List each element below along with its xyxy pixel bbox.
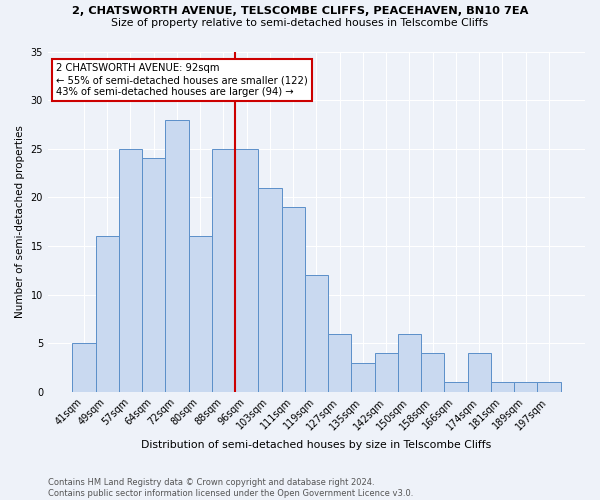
Bar	[328, 334, 352, 392]
Bar	[305, 275, 328, 392]
Bar	[188, 236, 212, 392]
Bar	[445, 382, 467, 392]
Bar	[73, 344, 95, 392]
Bar	[514, 382, 538, 392]
Bar	[352, 362, 374, 392]
Bar	[467, 353, 491, 392]
Bar	[398, 334, 421, 392]
Bar	[259, 188, 281, 392]
Text: Contains HM Land Registry data © Crown copyright and database right 2024.
Contai: Contains HM Land Registry data © Crown c…	[48, 478, 413, 498]
Bar	[235, 149, 259, 392]
X-axis label: Distribution of semi-detached houses by size in Telscombe Cliffs: Distribution of semi-detached houses by …	[142, 440, 491, 450]
Bar	[538, 382, 560, 392]
Bar	[142, 158, 166, 392]
Bar	[491, 382, 514, 392]
Bar	[95, 236, 119, 392]
Bar	[281, 207, 305, 392]
Bar	[421, 353, 445, 392]
Bar	[212, 149, 235, 392]
Text: 2, CHATSWORTH AVENUE, TELSCOMBE CLIFFS, PEACEHAVEN, BN10 7EA: 2, CHATSWORTH AVENUE, TELSCOMBE CLIFFS, …	[72, 6, 528, 16]
Text: Size of property relative to semi-detached houses in Telscombe Cliffs: Size of property relative to semi-detach…	[112, 18, 488, 28]
Bar	[374, 353, 398, 392]
Bar	[119, 149, 142, 392]
Bar	[166, 120, 188, 392]
Text: 2 CHATSWORTH AVENUE: 92sqm
← 55% of semi-detached houses are smaller (122)
43% o: 2 CHATSWORTH AVENUE: 92sqm ← 55% of semi…	[56, 64, 308, 96]
Y-axis label: Number of semi-detached properties: Number of semi-detached properties	[15, 126, 25, 318]
